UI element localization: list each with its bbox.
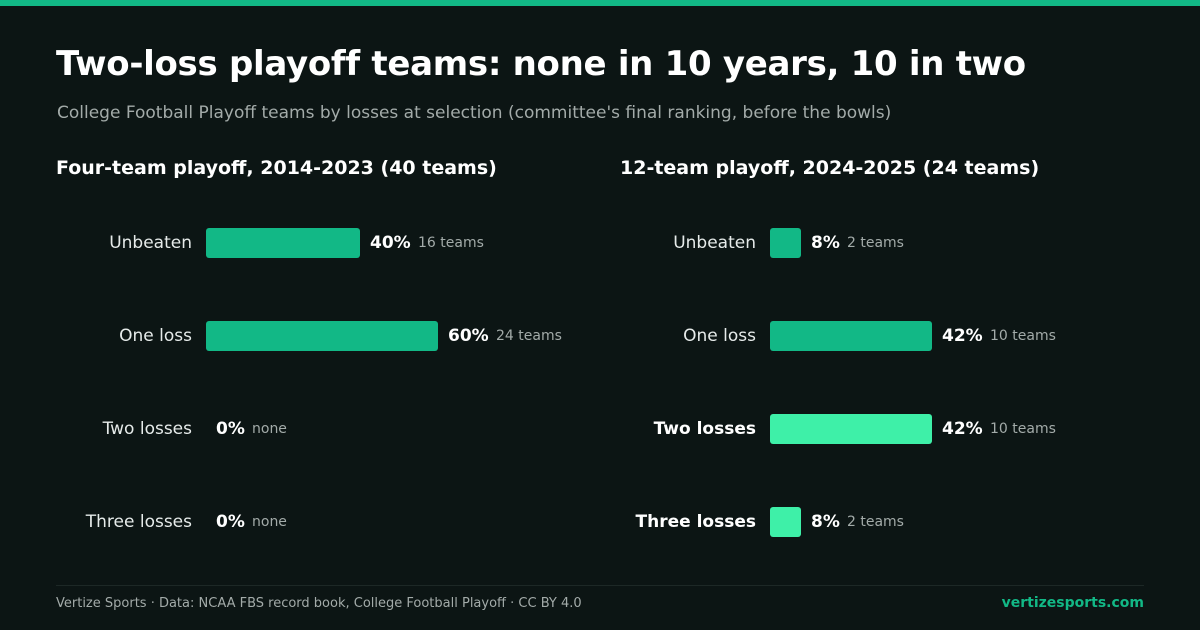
footer-source: Vertize Sports · Data: NCAA FBS record b… <box>56 596 582 611</box>
value-label: 0% <box>216 512 245 532</box>
top-accent-bar <box>0 0 1200 6</box>
bar <box>206 321 438 351</box>
bar-row: One loss 60% 24 teams <box>56 321 576 351</box>
bar-row: Unbeaten 40% 16 teams <box>56 228 576 258</box>
count-label: 2 teams <box>847 235 904 251</box>
category-label: Unbeaten <box>109 233 192 253</box>
count-label: 16 teams <box>418 235 484 251</box>
chart-panel-four-team: Four-team playoff, 2014-2023 (40 teams) … <box>56 157 576 557</box>
count-label: 2 teams <box>847 514 904 530</box>
value-label: 40% <box>370 233 411 253</box>
footer-site-link[interactable]: vertizesports.com <box>1001 595 1144 611</box>
category-label: Three losses <box>635 512 756 532</box>
chart-title: 12-team playoff, 2024-2025 (24 teams) <box>620 157 1040 179</box>
bar-row: One loss 42% 10 teams <box>620 321 1140 351</box>
count-label: none <box>252 421 287 437</box>
value-label: 8% <box>811 512 840 532</box>
value-label: 42% <box>942 419 983 439</box>
count-label: 10 teams <box>990 421 1056 437</box>
bar-row: Two losses 0% none <box>56 414 576 444</box>
chart-title: Four-team playoff, 2014-2023 (40 teams) <box>56 157 497 179</box>
bar <box>770 414 932 444</box>
bar-row: Three losses 0% none <box>56 507 576 537</box>
bar-row: Two losses 42% 10 teams <box>620 414 1140 444</box>
bar-row: Unbeaten 8% 2 teams <box>620 228 1140 258</box>
bar <box>206 228 360 258</box>
chart-rows: Unbeaten 40% 16 teams One loss 60% 24 teams Tw… <box>56 157 576 557</box>
bar-row: Three losses 8% 2 teams <box>620 507 1140 537</box>
value-label: 0% <box>216 419 245 439</box>
chart-panel-twelve-team: 12-team playoff, 2024-2025 (24 teams) Un… <box>620 157 1140 557</box>
footer-divider <box>56 585 1144 586</box>
category-label: Two losses <box>102 419 192 439</box>
category-label: One loss <box>119 326 192 346</box>
category-label: Three losses <box>85 512 192 532</box>
chart-rows: Unbeaten 8% 2 teams One loss 42% 10 teams Two … <box>620 157 1140 557</box>
bar <box>770 507 801 537</box>
count-label: 10 teams <box>990 328 1056 344</box>
page-subtitle: College Football Playoff teams by losses… <box>57 103 892 123</box>
category-label: Unbeaten <box>673 233 756 253</box>
category-label: One loss <box>683 326 756 346</box>
category-label: Two losses <box>653 419 756 439</box>
bar <box>770 321 932 351</box>
bar <box>770 228 801 258</box>
value-label: 42% <box>942 326 983 346</box>
count-label: none <box>252 514 287 530</box>
count-label: 24 teams <box>496 328 562 344</box>
page-title: Two-loss playoff teams: none in 10 years… <box>56 44 1026 84</box>
value-label: 8% <box>811 233 840 253</box>
value-label: 60% <box>448 326 489 346</box>
